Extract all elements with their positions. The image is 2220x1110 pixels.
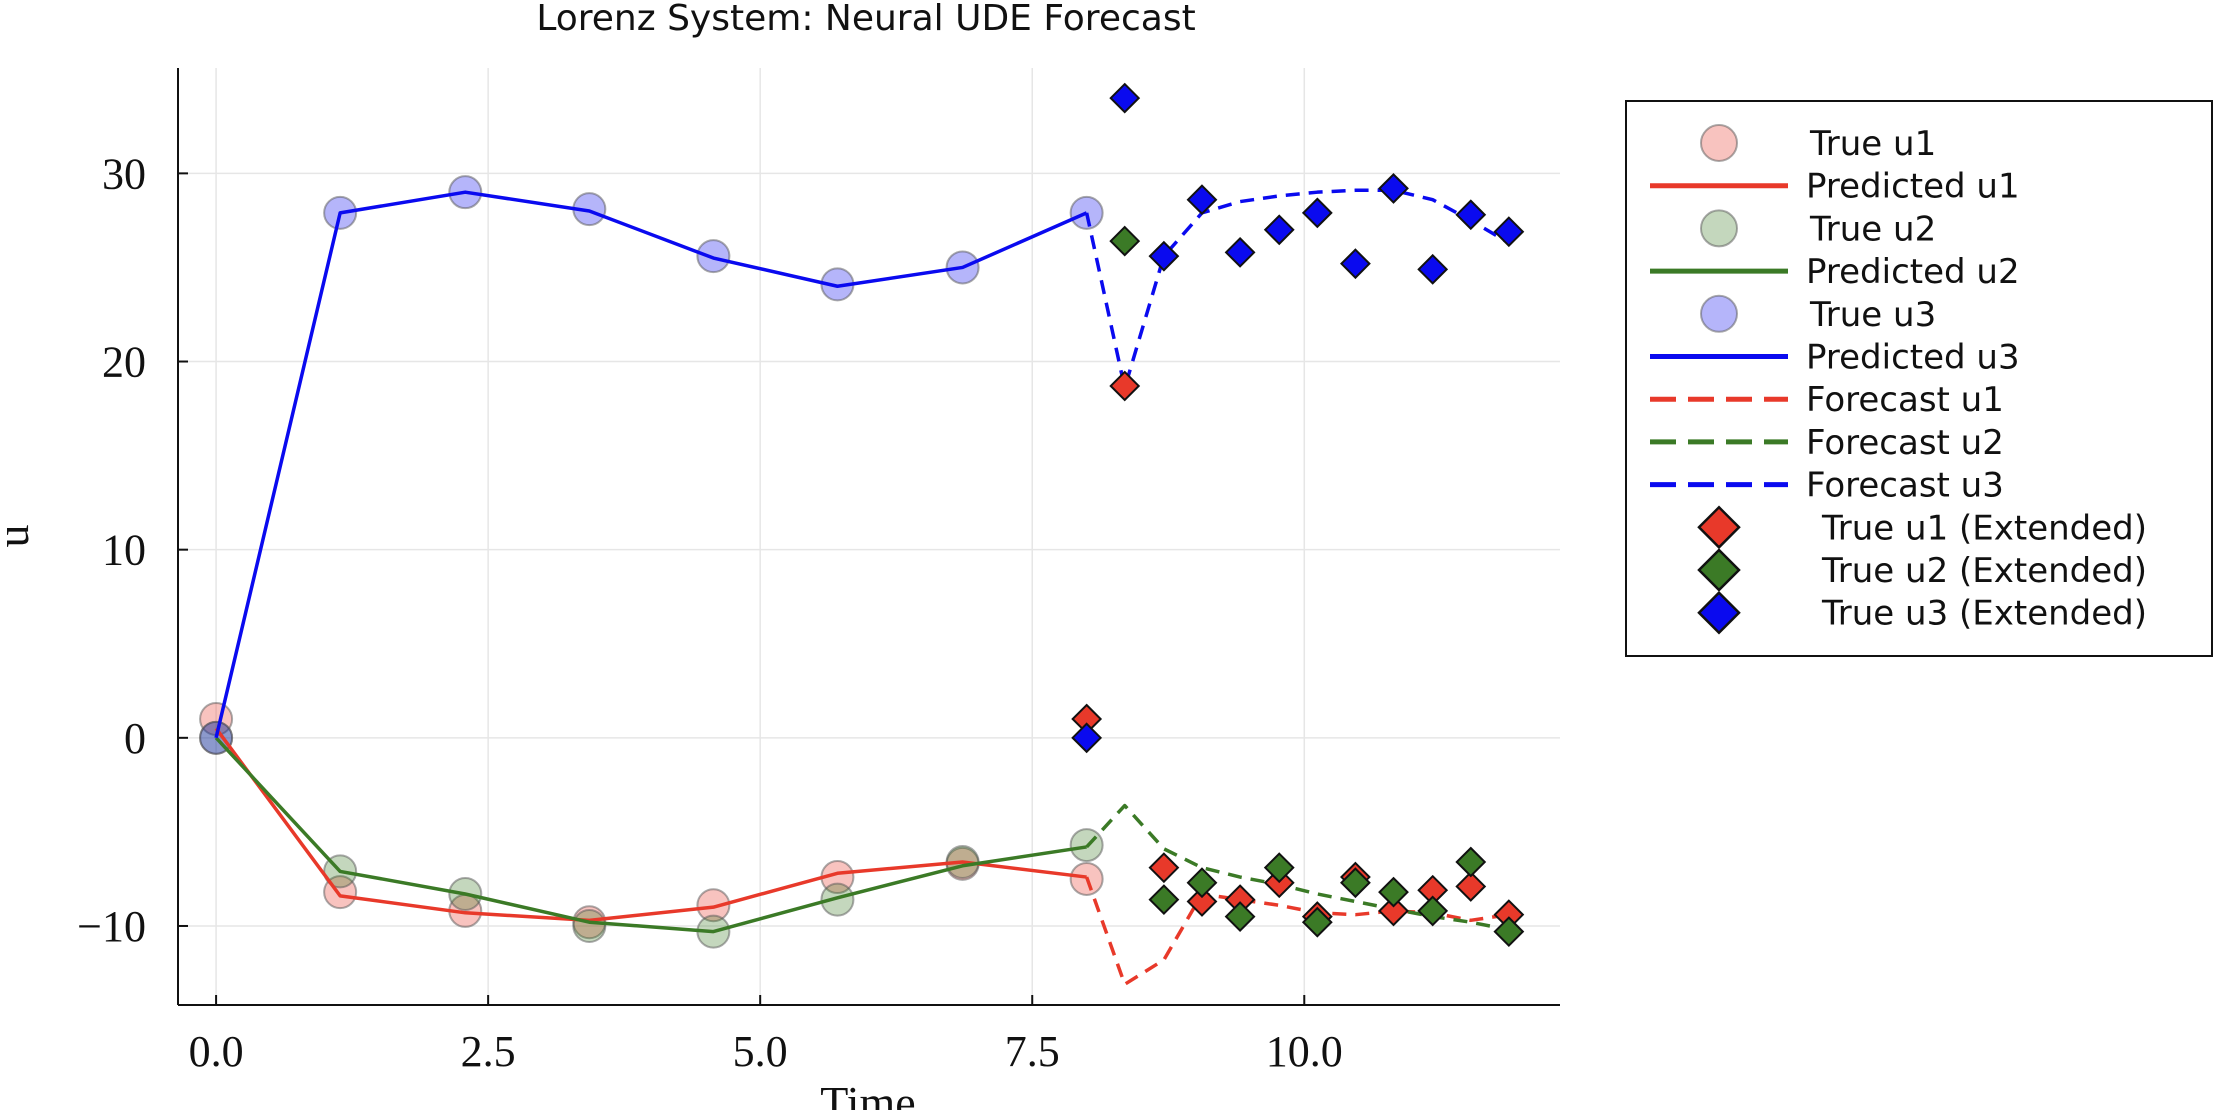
- series-forecast-u3: [1084, 188, 1510, 390]
- predicted-u3-line: [214, 190, 1088, 739]
- legend-marker: [1700, 294, 1738, 333]
- data-point: [1417, 895, 1449, 927]
- chart-title: Lorenz System: Neural UDE Forecast: [536, 0, 1195, 39]
- series-predicted-u3: [214, 190, 1088, 739]
- data-point: [1493, 916, 1525, 948]
- data-point: [1455, 846, 1487, 878]
- data-point: [1263, 214, 1295, 246]
- data-point: [1186, 184, 1218, 216]
- legend-marker: [1700, 124, 1738, 162]
- x-axis-label: Time: [820, 1077, 915, 1110]
- legend-label: Forecast u1: [1806, 380, 2004, 420]
- axes: [177, 68, 1560, 1006]
- data-point: [1340, 248, 1371, 280]
- series-true-u2-extended: [1109, 225, 1525, 948]
- data-point: [696, 888, 731, 923]
- data-point: [1378, 173, 1409, 204]
- series-predicted-u2: [214, 736, 1087, 934]
- data-point: [820, 882, 855, 917]
- data-point: [1109, 370, 1141, 402]
- data-point: [1301, 197, 1333, 229]
- data-point: [1417, 253, 1449, 285]
- legend-label: Predicted u3: [1806, 338, 2020, 378]
- data-point: [1148, 884, 1180, 916]
- series-predicted-u1: [214, 727, 1087, 923]
- data-point: [1186, 886, 1218, 917]
- data-point: [1378, 895, 1409, 927]
- y-tick-label: 20: [102, 338, 146, 387]
- y-tick-label: 10: [102, 526, 146, 575]
- legend-item-true-u2-extended: True u2 (Extended): [1697, 548, 2147, 592]
- legend-item-forecast-u1: Forecast u1: [1650, 380, 2004, 420]
- data-point: [696, 239, 731, 274]
- legend-marker: [1697, 590, 1741, 635]
- legend-marker: [1697, 505, 1741, 550]
- legend-label: True u2 (Extended): [1821, 551, 2147, 591]
- legend-label: Forecast u3: [1806, 466, 2004, 506]
- data-point: [1186, 867, 1218, 899]
- legend-item-true-u3-extended: True u3 (Extended): [1697, 590, 2147, 635]
- data-point: [1340, 867, 1371, 899]
- y-tick-label: 0: [124, 714, 146, 763]
- legend-label: Predicted u1: [1806, 167, 2020, 207]
- data-point: [1493, 216, 1525, 248]
- legend-item-true-u1: True u1: [1700, 124, 1936, 164]
- data-point: [1148, 240, 1180, 272]
- legend-label: True u2: [1809, 209, 1936, 249]
- ticks: 0.0 2.5 5.0 7.5 10.0 −10 0 10 20 30: [77, 149, 1343, 1076]
- legend-marker: [1700, 209, 1738, 248]
- y-axis-label: u: [0, 525, 38, 548]
- plot-area: [199, 82, 1525, 987]
- x-tick-label: 7.5: [1005, 1027, 1060, 1076]
- series-true-u3: [199, 175, 1104, 755]
- legend-item-predicted-u2: Predicted u2: [1650, 252, 2020, 292]
- predicted-u1-line: [214, 727, 1087, 923]
- legend-label: Predicted u2: [1806, 252, 2020, 292]
- x-tick-label: 2.5: [461, 1027, 516, 1076]
- legend-item-predicted-u1: Predicted u1: [1650, 167, 2020, 207]
- series-true-u3-extended: [1071, 82, 1525, 754]
- legend-item-true-u1-extended: True u1 (Extended): [1697, 505, 2147, 550]
- legend-label: Forecast u2: [1806, 423, 2004, 463]
- data-point: [1109, 225, 1141, 257]
- data-point: [1455, 199, 1487, 231]
- data-point: [1224, 901, 1256, 932]
- data-point: [572, 908, 607, 943]
- legend-marker: [1697, 548, 1741, 592]
- data-point: [1071, 722, 1103, 754]
- data-point: [1148, 852, 1180, 884]
- legend-label: True u3: [1809, 295, 1936, 335]
- legend-item-true-u3: True u3: [1700, 294, 1936, 335]
- legend-label: True u1: [1809, 124, 1936, 164]
- data-point: [1378, 876, 1409, 908]
- legend-item-forecast-u3: Forecast u3: [1650, 466, 2004, 506]
- data-point: [1455, 871, 1487, 902]
- legend-item-forecast-u2: Forecast u2: [1650, 423, 2004, 463]
- data-point: [1301, 906, 1333, 938]
- legend-item-true-u2: True u2: [1700, 209, 1936, 249]
- grid: [178, 68, 1560, 1005]
- y-tick-label: 30: [102, 149, 146, 198]
- legend-label: True u3 (Extended): [1821, 594, 2147, 634]
- x-tick-label: 10.0: [1266, 1027, 1343, 1076]
- y-tick-label: −10: [77, 902, 146, 951]
- forecast-u3-line: [1084, 188, 1510, 390]
- predicted-u2-line: [214, 736, 1087, 934]
- data-point: [1263, 852, 1295, 884]
- data-point: [1224, 236, 1256, 268]
- data-point: [1109, 82, 1141, 114]
- series-forecast-u1: [1084, 876, 1510, 987]
- series-true-u1-extended: [1071, 370, 1525, 932]
- x-tick-label: 5.0: [733, 1027, 788, 1076]
- data-point: [1069, 195, 1104, 230]
- legend-label: True u1 (Extended): [1821, 508, 2147, 548]
- x-tick-label: 0.0: [189, 1027, 244, 1076]
- forecast-u1-line: [1084, 876, 1510, 987]
- legend-item-predicted-u3: Predicted u3: [1650, 338, 2020, 378]
